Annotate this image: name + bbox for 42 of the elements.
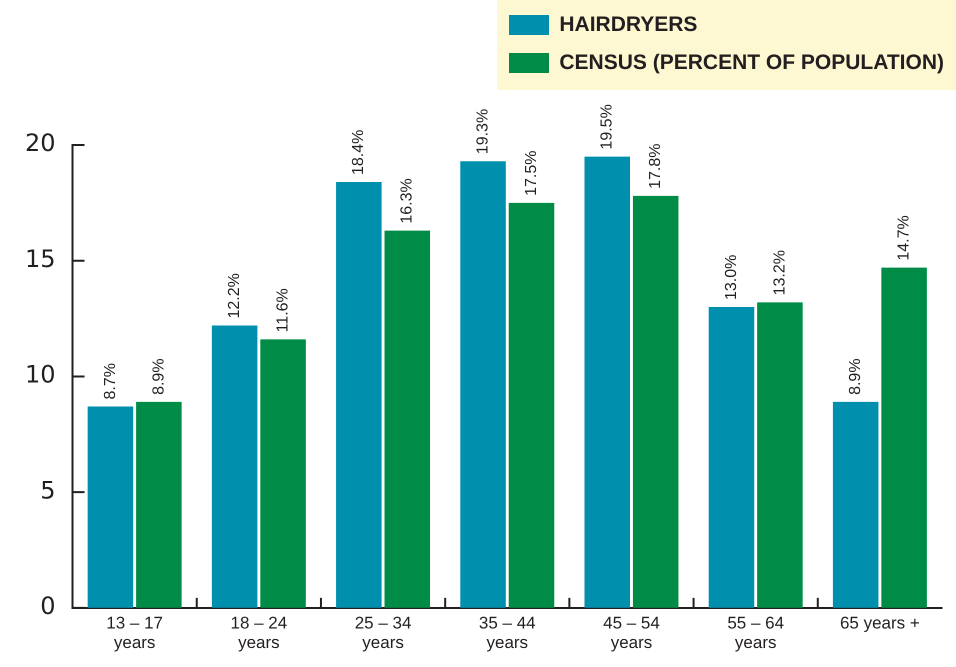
data-label: 17.5%	[522, 150, 540, 196]
data-label: 14.7%	[896, 215, 913, 261]
x-tick-label: 45 – 54 years	[603, 613, 660, 652]
data-label: 18.4%	[350, 130, 368, 176]
data-label: 16.3%	[398, 178, 416, 224]
x-tick-label: 25 – 34 years	[354, 613, 412, 652]
x-tick-label: 13 – 17 years	[106, 613, 164, 652]
bar	[460, 161, 506, 608]
bar	[336, 182, 382, 608]
bar	[384, 230, 430, 608]
bar	[632, 196, 678, 608]
bar	[708, 307, 754, 608]
data-label: 12.2%	[226, 273, 244, 319]
x-tick-label: 55 – 64 years	[727, 613, 784, 652]
data-label: 13.2%	[771, 250, 788, 296]
bar	[584, 156, 630, 608]
data-label: 19.3%	[474, 108, 492, 154]
data-label: 8.9%	[847, 358, 864, 395]
data-label: 8.9%	[150, 358, 168, 395]
y-tick-label: 15	[24, 244, 56, 273]
x-tick-label: 18 – 24 years	[230, 613, 288, 652]
legend-label: CENSUS (PERCENT OF POPULATION)	[559, 51, 944, 75]
bar	[881, 268, 927, 608]
y-tick-label: 20	[24, 129, 56, 158]
bar	[212, 326, 258, 608]
y-tick-label: 5	[40, 476, 56, 504]
bar	[508, 202, 554, 608]
data-label: 13.0%	[722, 254, 740, 300]
y-tick-label: 10	[24, 360, 56, 389]
bar	[260, 339, 306, 608]
legend-label: HAIRDRYERS	[559, 13, 698, 37]
data-label: 8.7%	[102, 363, 119, 400]
x-tick-label: 65 years +	[840, 613, 920, 632]
bar	[757, 302, 803, 608]
bar	[88, 406, 134, 608]
x-tick-label: 35 – 44 years	[478, 613, 536, 652]
bar	[832, 402, 878, 608]
bar	[136, 402, 182, 608]
data-label: 19.5%	[598, 104, 616, 150]
data-label: 17.8%	[647, 144, 664, 189]
y-tick-label: 0	[40, 592, 56, 620]
data-label: 11.6%	[274, 288, 292, 332]
